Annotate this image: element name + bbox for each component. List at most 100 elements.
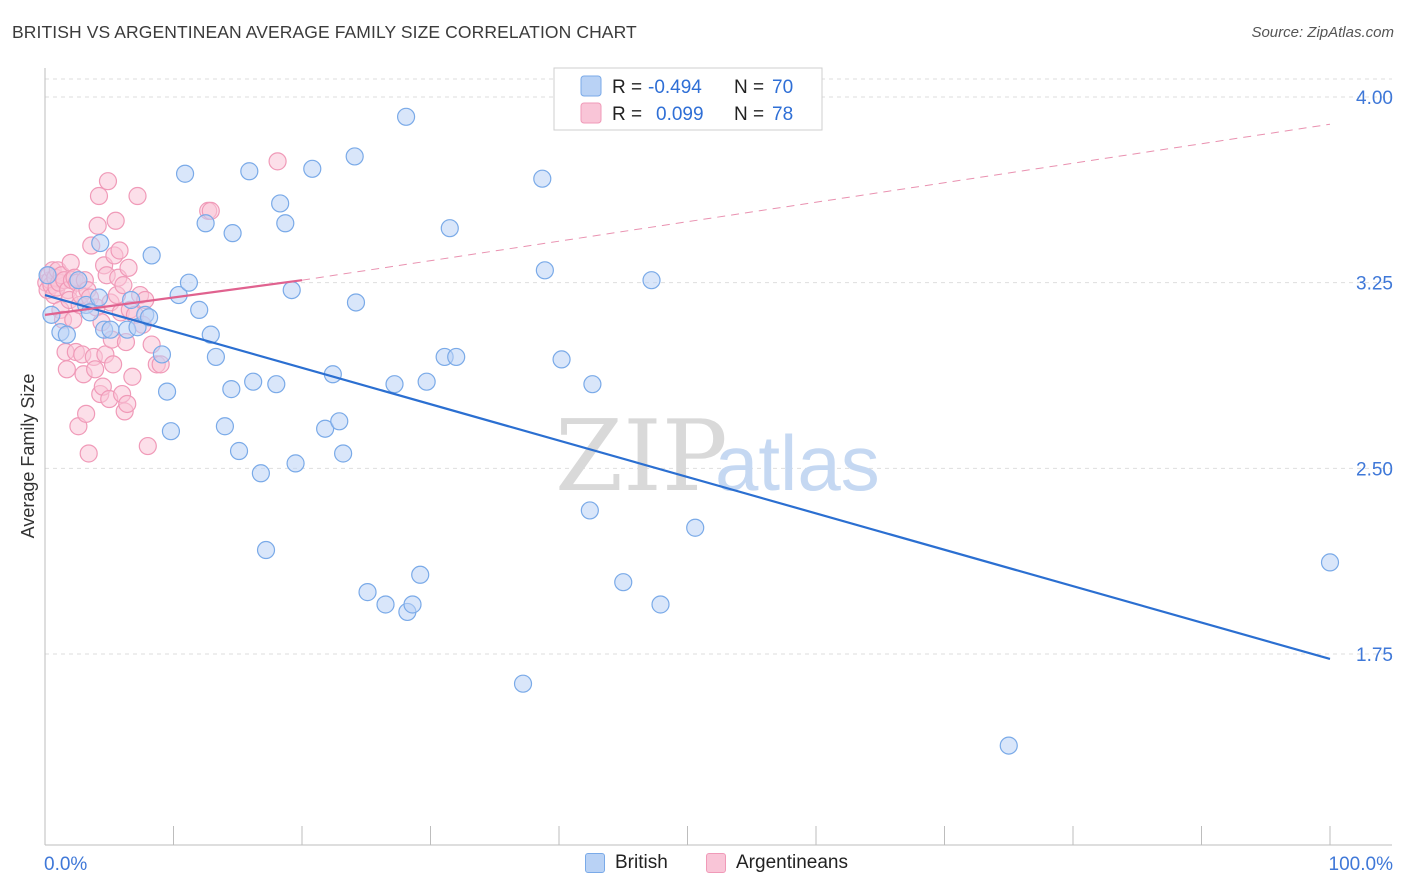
y-axis-title: Average Family Size — [18, 374, 38, 539]
source-label: Source: ZipAtlas.com — [1251, 24, 1394, 41]
british-point-18 — [157, 382, 177, 401]
british-swatch-icon — [585, 853, 605, 873]
watermark-atlas: atlas — [715, 419, 880, 507]
british-point-64 — [614, 573, 633, 592]
british-point-62 — [580, 501, 599, 520]
british-point-39 — [286, 454, 305, 473]
british-r-label: R = — [612, 77, 642, 98]
y-tick-label-0: 4.00 — [1356, 88, 1393, 109]
british-point-63 — [583, 375, 602, 394]
british-point-40 — [303, 159, 322, 178]
y-tick-label-1: 3.25 — [1356, 274, 1393, 295]
legend-item-british[interactable]: British — [585, 852, 668, 874]
argentineans-point-56 — [110, 241, 129, 260]
british-point-59 — [533, 169, 552, 188]
british-point-31 — [240, 162, 259, 181]
british-point-58 — [513, 674, 533, 693]
legend-label-argentineans: Argentineans — [736, 852, 848, 873]
y-tick-labels: 4.00 3.25 2.50 1.75 — [1356, 88, 1393, 666]
argentineans-r-label: R = — [612, 104, 642, 125]
argentineans-point-77 — [268, 152, 287, 171]
british-point-3 — [57, 325, 76, 344]
british-point-33 — [251, 464, 270, 483]
british-point-28 — [222, 380, 241, 399]
british-legend-swatch — [580, 75, 602, 97]
british-point-66 — [651, 595, 670, 614]
x-tick-labels: 0.0% 100.0% — [44, 854, 1393, 875]
british-point-41 — [316, 419, 335, 438]
british-point-53 — [411, 565, 430, 584]
argentineans-point-33 — [79, 444, 98, 463]
british-point-68 — [999, 736, 1018, 755]
axes — [44, 68, 1392, 846]
british-point-57 — [447, 347, 466, 367]
argentineans-points — [37, 152, 287, 463]
british-point-0 — [38, 266, 57, 285]
argentineans-point-67 — [128, 186, 147, 206]
watermark-zip: ZIP — [555, 400, 728, 514]
british-n-value: 70 — [772, 77, 793, 98]
british-point-4 — [69, 271, 88, 290]
argentineans-point-63 — [119, 258, 138, 277]
british-point-26 — [206, 347, 226, 367]
argentineans-trend-extension — [301, 123, 1331, 281]
british-point-54 — [417, 372, 436, 391]
british-points — [38, 107, 1340, 755]
british-point-34 — [256, 540, 276, 560]
watermark: ZIP atlas — [555, 400, 880, 514]
y-tick-label-3: 1.75 — [1356, 645, 1393, 666]
british-n-label: N = — [734, 77, 764, 98]
british-point-45 — [345, 147, 364, 166]
argentineans-point-37 — [86, 360, 105, 379]
argentineans-point-62 — [118, 394, 137, 414]
argentineans-point-31 — [77, 404, 96, 423]
british-point-16 — [142, 246, 161, 265]
x-tick-label-max: 100.0% — [1329, 854, 1394, 875]
british-point-48 — [376, 595, 395, 614]
argentineans-point-16 — [57, 360, 76, 379]
argentineans-r-value: 0.099 — [656, 104, 704, 125]
british-point-65 — [642, 271, 661, 290]
british-point-32 — [244, 372, 263, 391]
legend-label-british: British — [615, 852, 668, 873]
trend-lines — [44, 123, 1331, 661]
british-point-23 — [190, 300, 209, 319]
british-point-69 — [1320, 553, 1340, 572]
british-point-36 — [271, 194, 290, 213]
british-point-50 — [396, 107, 416, 126]
british-point-27 — [215, 417, 234, 436]
argentineans-trend-line — [44, 279, 303, 316]
british-trend-line — [44, 293, 1331, 661]
argentineans-point-47 — [98, 172, 118, 191]
british-point-15 — [139, 308, 159, 327]
argentineans-n-label: N = — [734, 104, 764, 125]
argentineans-n-value: 78 — [772, 104, 793, 125]
british-point-52 — [403, 595, 422, 614]
british-point-56 — [440, 219, 459, 238]
argentineans-point-53 — [106, 211, 125, 230]
british-point-37 — [276, 214, 295, 233]
british-point-61 — [552, 350, 571, 369]
y-tick-label-2: 2.50 — [1356, 459, 1393, 480]
argentineans-point-39 — [88, 216, 107, 235]
argentineans-swatch-icon — [706, 853, 726, 873]
british-point-47 — [358, 583, 377, 602]
legend-item-argentineans[interactable]: Argentineans — [706, 852, 848, 874]
stats-legend: R = -0.494 N = 70 R = 0.099 N = 78 — [553, 67, 823, 131]
british-point-21 — [175, 164, 195, 183]
british-point-30 — [229, 441, 249, 461]
british-point-10 — [101, 320, 120, 339]
british-point-43 — [330, 412, 349, 431]
x-tick-label-min: 0.0% — [44, 854, 87, 875]
chart-title: BRITISH VS ARGENTINEAN AVERAGE FAMILY SI… — [12, 22, 637, 42]
british-point-25 — [201, 325, 220, 344]
series-legend: British Argentineans — [0, 852, 1406, 878]
british-point-7 — [89, 288, 109, 307]
british-point-46 — [346, 293, 366, 312]
british-point-35 — [267, 375, 286, 394]
british-point-67 — [686, 518, 705, 537]
british-point-38 — [282, 280, 301, 300]
british-point-44 — [334, 444, 353, 463]
argentineans-point-40 — [89, 186, 109, 206]
